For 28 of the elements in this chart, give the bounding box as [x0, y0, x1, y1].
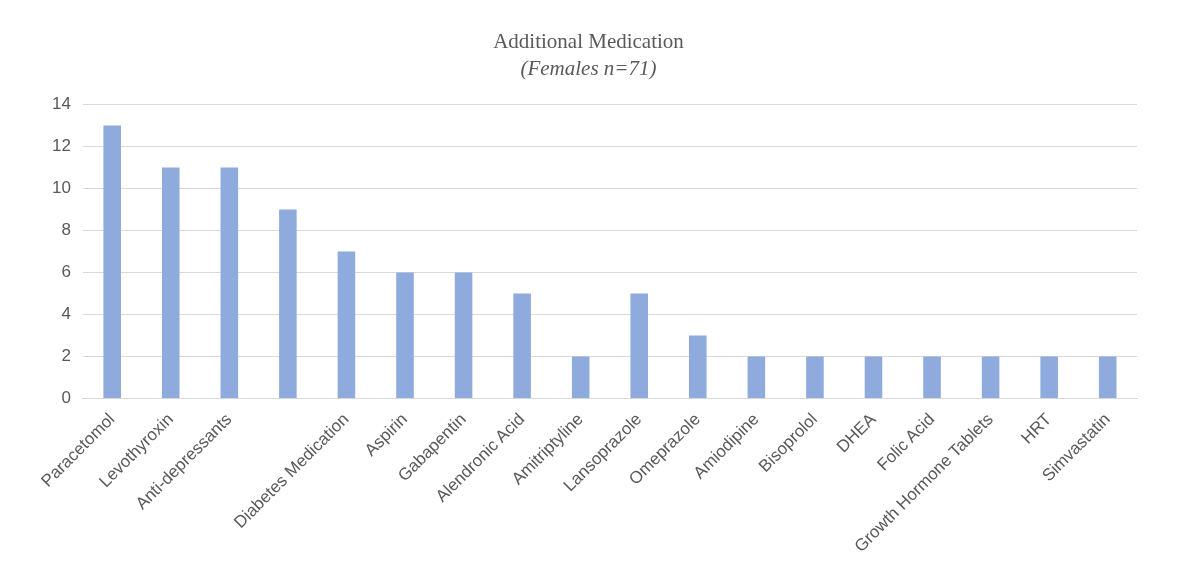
- chart-title: Additional Medication: [493, 29, 685, 54]
- y-tick-label: 14: [51, 94, 71, 114]
- y-tick-label: 4: [61, 304, 71, 324]
- bar: [923, 356, 941, 399]
- bar: [981, 356, 1000, 399]
- bar: [630, 293, 649, 399]
- bar: [1040, 356, 1058, 399]
- bar: [337, 251, 356, 399]
- bar: [571, 356, 590, 399]
- y-tick-label: 12: [51, 136, 71, 156]
- bar: [220, 167, 239, 399]
- bar: [103, 125, 121, 399]
- y-tick-label: 6: [61, 262, 71, 282]
- bar: [396, 272, 414, 399]
- bar: [689, 335, 707, 399]
- bar: [747, 356, 766, 399]
- chart-subtitle: (Females n=71): [520, 56, 657, 81]
- y-tick-label: 2: [61, 346, 71, 366]
- bar: [806, 356, 824, 399]
- bar: [1098, 356, 1117, 399]
- y-tick-label: 10: [51, 178, 71, 198]
- bar: [864, 356, 883, 399]
- y-tick-label: 8: [61, 220, 71, 240]
- y-tick-label: 0: [61, 388, 71, 408]
- bar: [279, 209, 297, 399]
- bar: [161, 167, 180, 399]
- bar: [454, 272, 473, 399]
- bar: [513, 293, 531, 399]
